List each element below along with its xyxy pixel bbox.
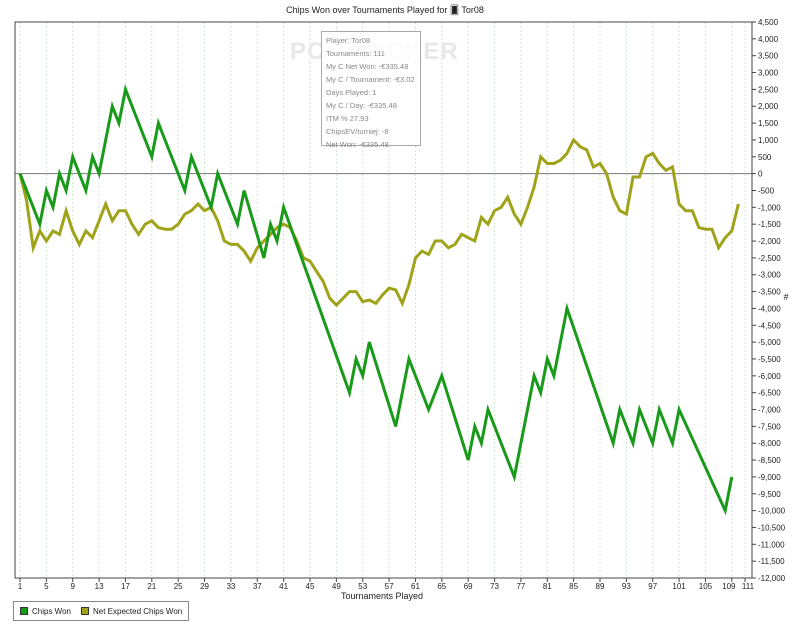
y-tick-label: 2,500 <box>758 85 779 94</box>
y-tick-label: -6,000 <box>758 372 781 381</box>
tooltip-line: Days Played: 1 <box>326 88 377 97</box>
tooltip-line: My C / Tournament: -€3.02 <box>326 75 415 84</box>
y-tick-label: -11,500 <box>758 557 785 566</box>
x-tick-label: 57 <box>385 582 394 591</box>
y-tick-label: -7,000 <box>758 406 781 415</box>
x-tick-label: 17 <box>121 582 130 591</box>
y-tick-label: -1,500 <box>758 220 781 229</box>
legend-item: Net Expected Chips Won <box>80 606 183 616</box>
y-tick-label: -12,000 <box>758 574 786 583</box>
legend-swatch <box>20 607 28 615</box>
y-tick-label: -4,000 <box>758 304 781 313</box>
x-tick-label: 29 <box>200 582 209 591</box>
tooltip-line: ChipsEV/turniej: -8 <box>326 127 389 136</box>
tooltip-line: Tournaments: 111 <box>326 49 385 58</box>
y-tick-label: 2,000 <box>758 102 779 111</box>
y-tick-label: -500 <box>758 186 775 195</box>
y-tick-label: -9,500 <box>758 490 781 499</box>
grid-layer <box>15 22 752 578</box>
legend-label: Net Expected Chips Won <box>92 606 183 616</box>
y-tick-label: 4,500 <box>758 18 779 27</box>
x-tick-label: 105 <box>699 582 713 591</box>
legend-label: Chips Won <box>32 606 71 616</box>
y-tick-label: -1,000 <box>758 203 781 212</box>
x-tick-label: 85 <box>569 582 578 591</box>
x-tick-label: 1 <box>18 582 23 591</box>
legend-swatch <box>80 607 89 615</box>
tooltip-line: My C Net Won: -€335.48 <box>326 62 409 71</box>
x-tick-label: 69 <box>464 582 473 591</box>
chart-title: Chips Won over Tournaments Played for 🂠 … <box>286 5 484 15</box>
x-tick-label: 101 <box>672 582 686 591</box>
x-tick-label: 9 <box>71 582 76 591</box>
tooltip-line: My C / Day: -€335.48 <box>326 101 397 110</box>
x-tick-label: 111 <box>742 582 755 591</box>
tooltip-line: Player: Tor08 <box>326 36 371 45</box>
y-tick-label: -3,000 <box>758 271 781 280</box>
x-tick-label: 25 <box>174 582 183 591</box>
y-tick-label: 1,000 <box>758 136 779 145</box>
x-tick-label: 21 <box>147 582 156 591</box>
y-tick-label: -10,500 <box>758 523 786 532</box>
summary-tooltip: Player: Tor08 Tournaments: 111 My C Net Wo… <box>321 31 421 149</box>
y-tick-label: -9,000 <box>758 473 781 482</box>
tooltip-line: ITM % 27.93 <box>326 114 369 123</box>
x-tick-label: 109 <box>722 582 736 591</box>
y-tick-label: -2,000 <box>758 237 781 246</box>
y-axis-label: # <box>783 292 788 302</box>
y-tick-label: -5,500 <box>758 355 781 364</box>
y-tick-label: -4,500 <box>758 321 781 330</box>
x-tick-label: 41 <box>279 582 288 591</box>
series-line <box>18 137 740 308</box>
y-tick-label: -8,000 <box>758 439 781 448</box>
x-tick-label: 77 <box>516 582 525 591</box>
x-tick-label: 65 <box>437 582 446 591</box>
x-tick-label: 61 <box>411 582 420 591</box>
x-tick-label: 81 <box>543 582 552 591</box>
y-tick-label: 3,000 <box>758 69 779 78</box>
y-tick-label: -3,500 <box>758 288 781 297</box>
y-tick-label: -5,000 <box>758 338 781 347</box>
x-tick-label: 53 <box>358 582 367 591</box>
x-tick-label: 5 <box>44 582 49 591</box>
x-tick-label: 89 <box>596 582 605 591</box>
legend-item: Chips Won <box>20 607 71 616</box>
y-tick-label: -7,500 <box>758 422 781 431</box>
y-tick-label: -6,500 <box>758 389 781 398</box>
y-tick-label: 1,500 <box>758 119 779 128</box>
y-tick-label: -8,500 <box>758 456 781 465</box>
legend: Chips Won Net Expected Chips Won <box>13 601 190 621</box>
axis-layer: 1 5 9 13 17 21 25 29 33 37 41 45 49 53 57 61 65 69 73 77 81 8… <box>14 18 786 591</box>
plot-frame <box>14 21 753 579</box>
y-tick-label: -10,000 <box>758 507 786 516</box>
x-axis-label: Tournaments Played <box>341 591 423 601</box>
x-tick-label: 13 <box>95 582 104 591</box>
x-tick-label: 33 <box>226 582 235 591</box>
y-tick-label: 3,500 <box>758 52 779 61</box>
x-tick-label: 73 <box>490 582 499 591</box>
x-tick-label: 49 <box>332 582 341 591</box>
y-tick-label: 500 <box>758 153 772 162</box>
tooltip-line: Net Won: -€335.48 <box>326 140 389 149</box>
x-tick-label: 93 <box>622 582 631 591</box>
y-tick-label: 0 <box>758 170 763 179</box>
series-layer <box>18 84 740 516</box>
y-tick-label: 4,000 <box>758 35 779 44</box>
y-tick-label: -2,500 <box>758 254 781 263</box>
x-tick-label: 37 <box>253 582 262 591</box>
x-tick-label: 45 <box>306 582 315 591</box>
series-line <box>18 84 734 516</box>
y-tick-label: -11,000 <box>758 540 785 549</box>
x-tick-label: 97 <box>648 582 657 591</box>
